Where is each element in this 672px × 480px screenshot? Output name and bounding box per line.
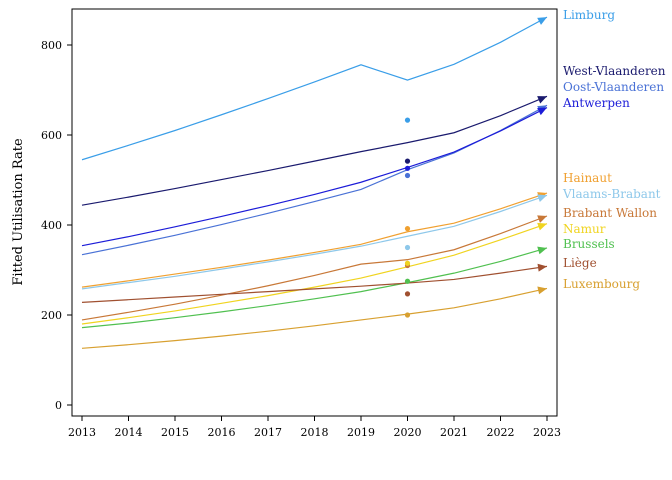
y-tick-label: 600 (41, 129, 62, 142)
series-line-5 (81, 194, 548, 290)
point-2020-10 (404, 312, 411, 318)
series-label-1: West-Vlaanderen (563, 64, 666, 78)
y-tick-label: 0 (55, 399, 62, 412)
x-tick-label: 2015 (161, 426, 189, 439)
point-2020-8 (404, 278, 411, 284)
series-arrow-1 (537, 96, 547, 104)
series-arrow-5 (537, 194, 547, 203)
series-label-9: Liège (563, 256, 597, 270)
series-label-4: Hainaut (563, 171, 612, 185)
point-2020-4 (404, 226, 411, 232)
series-arrow-9 (537, 263, 547, 272)
series-label-8: Brussels (563, 237, 615, 251)
series-line-1 (81, 95, 548, 206)
x-tick-label: 2019 (347, 426, 375, 439)
series-labels: Limburg West-Vlaanderen Oost-Vlaanderen Ant… (562, 8, 666, 291)
series-arrow-7 (537, 222, 547, 231)
series-line-4 (81, 192, 548, 288)
series-arrow-8 (537, 246, 547, 255)
point-2020-3 (404, 165, 411, 171)
point-2020-7 (404, 260, 411, 266)
series-line-3 (81, 107, 548, 247)
x-tick-label: 2022 (487, 426, 515, 439)
series-line-9 (81, 265, 548, 303)
y-tick-label: 400 (41, 219, 62, 232)
y-axis-label: Fitted Utilisation Rate (11, 138, 26, 286)
points-2020 (404, 117, 411, 318)
series-line-6 (81, 215, 548, 321)
point-2020-2 (404, 172, 411, 179)
series-line-7 (81, 223, 548, 325)
series-label-3: Antwerpen (562, 96, 630, 110)
series-line-8 (81, 247, 548, 329)
series-label-7: Namur (563, 222, 606, 236)
point-2020-9 (404, 291, 411, 297)
series-label-6: Brabant Wallon (563, 206, 657, 220)
series-label-2: Oost-Vlaanderen (563, 80, 664, 94)
series-lines (81, 16, 548, 349)
point-2020-0 (404, 117, 411, 123)
series-label-5: Vlaams-Brabant (562, 187, 661, 201)
series-arrow-10 (537, 286, 547, 295)
x-tick-label: 2023 (533, 426, 561, 439)
x-tick-label: 2014 (115, 426, 143, 439)
series-arrow-0 (537, 17, 547, 25)
axes: 2013 2014 2015 2016 2017 2018 2019 2020 2021 2022… (41, 39, 561, 439)
series-line-0 (81, 16, 548, 161)
x-tick-label: 2016 (208, 426, 236, 439)
y-tick-label: 200 (41, 309, 62, 322)
series-line-10 (81, 287, 548, 349)
x-tick-label: 2013 (68, 426, 96, 439)
series-arrow-3 (537, 107, 547, 116)
series-label-0: Limburg (563, 8, 615, 22)
point-2020-5 (404, 244, 411, 251)
series-arrow-6 (537, 215, 547, 223)
point-2020-1 (404, 158, 411, 164)
y-tick-label: 800 (41, 39, 62, 52)
plot-frame (71, 8, 558, 417)
x-tick-label: 2018 (301, 426, 329, 439)
x-tick-label: 2020 (394, 426, 422, 439)
series-label-10: Luxembourg (563, 277, 640, 291)
x-tick-label: 2017 (254, 426, 282, 439)
x-tick-label: 2021 (440, 426, 468, 439)
